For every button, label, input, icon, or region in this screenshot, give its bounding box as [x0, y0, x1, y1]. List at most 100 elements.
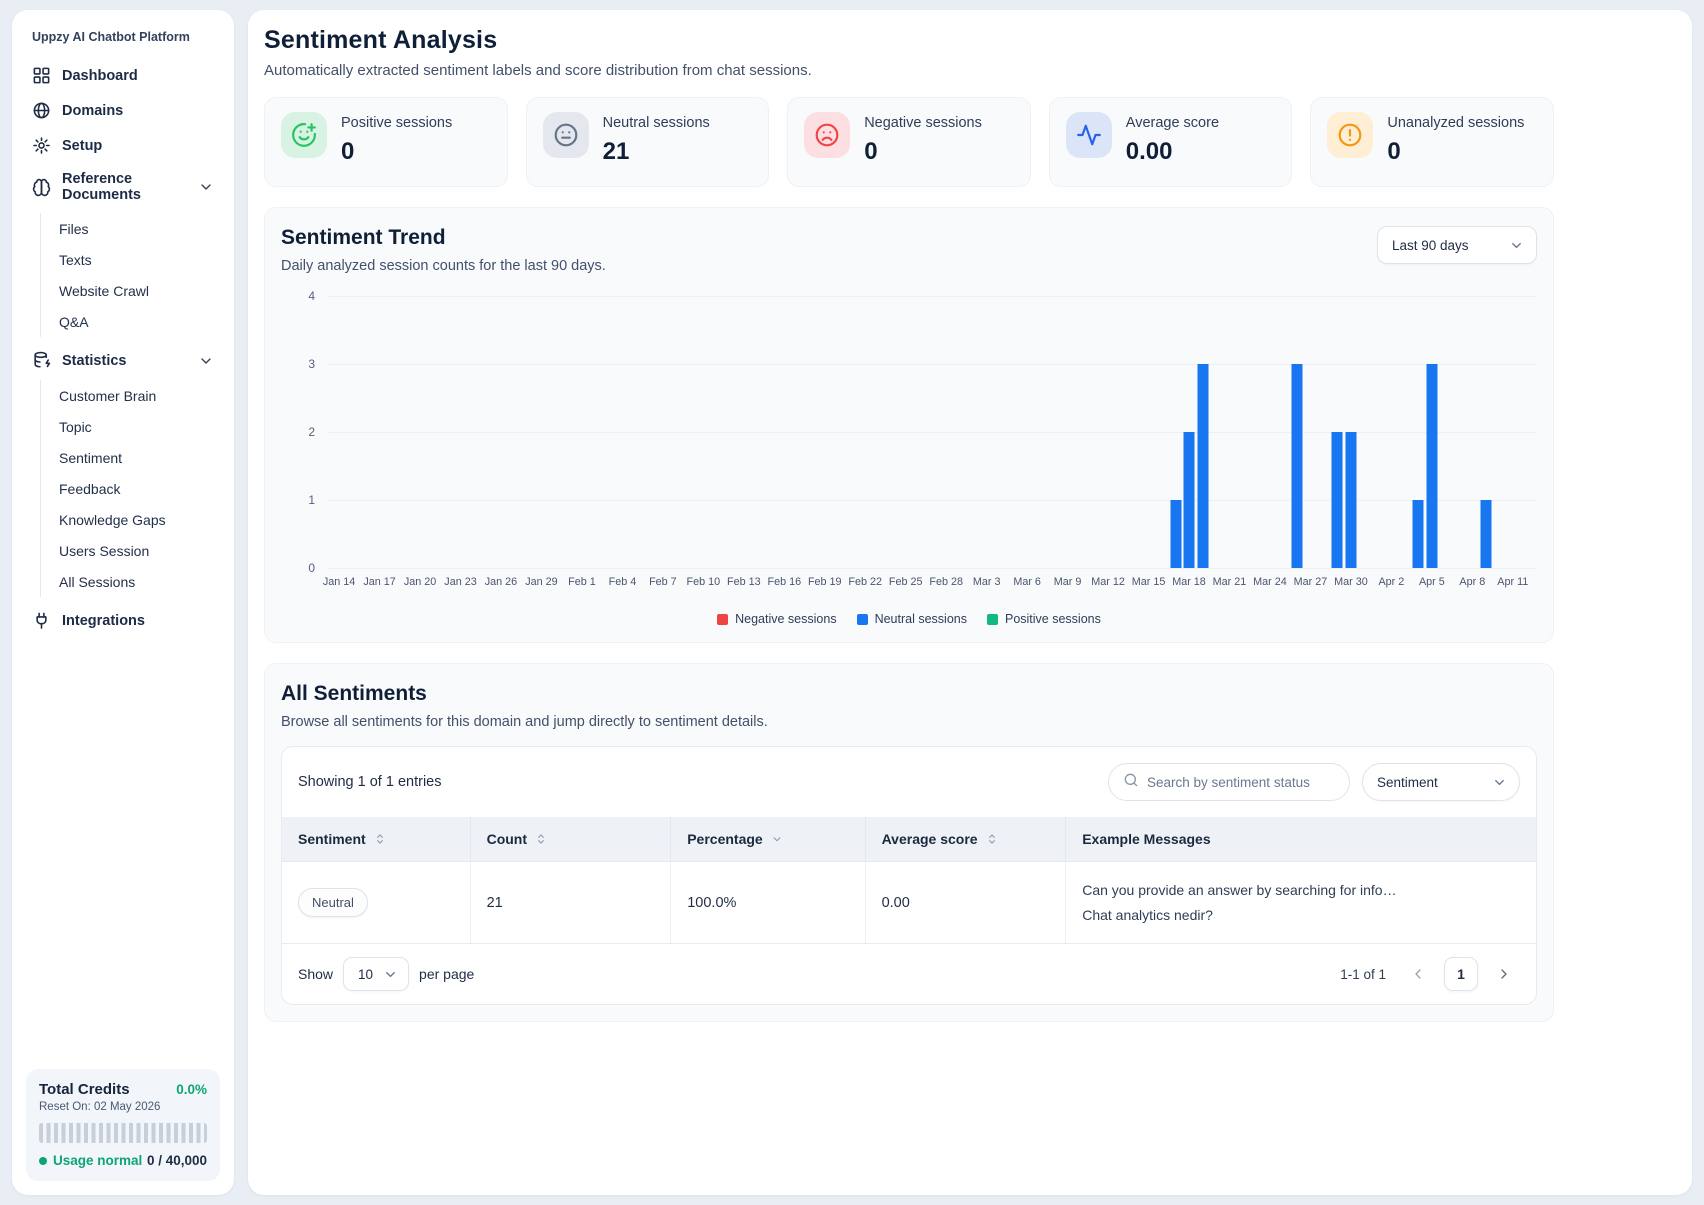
status-dot-icon [39, 1156, 47, 1165]
all-sentiments-title: All Sentiments [281, 682, 427, 705]
chart-bar-neutral-sessions-apr-9[interactable] [1480, 500, 1492, 568]
column-header-average-score[interactable]: Average score [864, 817, 1066, 862]
stat-card-positive-sessions: Positive sessions 0 [264, 97, 508, 187]
per-page-select[interactable]: 10 [343, 957, 410, 991]
x-axis-tick: Mar 9 [1053, 576, 1082, 588]
trend-subtitle: Daily analyzed session counts for the la… [281, 258, 606, 274]
chart-bar-neutral-sessions-mar-26[interactable] [1291, 364, 1303, 568]
page-title: Sentiment Analysis [264, 26, 498, 54]
sidebar-subnav-statistics: Customer Brain Topic Sentiment Feedback Know… [40, 380, 220, 597]
legend-item-positive-sessions: Positive sessions [986, 612, 1101, 626]
page-subtitle: Automatically extracted sentiment labels… [264, 62, 812, 79]
chart-bar-neutral-sessions-apr-5[interactable] [1426, 364, 1438, 568]
show-label: Show [298, 966, 334, 982]
sidebar-item-knowledge-gaps[interactable]: Knowledge Gaps [59, 511, 166, 528]
credits-title: Total Credits [39, 1081, 130, 1098]
legend-swatch-icon [856, 613, 868, 625]
sidebar: Uppzy AI Chatbot Platform Dashboard Domai… [12, 10, 234, 1195]
sidebar-item-all-sessions[interactable]: All Sessions [59, 573, 136, 590]
legend-label: Neutral sessions [874, 612, 967, 626]
sidebar-item-website-crawl[interactable]: Website Crawl [59, 282, 149, 299]
stat-card-label: Negative sessions [864, 115, 982, 131]
sidebar-subnav-reference-documents: Files Texts Website Crawl Q&A [40, 213, 220, 337]
column-header-sentiment[interactable]: Sentiment [282, 817, 471, 862]
plug-icon [32, 611, 51, 630]
per-page-value: 10 [358, 966, 374, 982]
sidebar-item-setup[interactable]: Setup [26, 128, 220, 163]
sidebar-item-texts[interactable]: Texts [59, 251, 92, 268]
sidebar-item-users-session[interactable]: Users Session [59, 542, 150, 559]
meh-face-icon [542, 112, 589, 158]
previous-page-button[interactable] [1402, 958, 1434, 990]
sentiment-filter-select[interactable]: Sentiment [1362, 763, 1520, 801]
column-header-label: Percentage [687, 831, 763, 847]
credits-progress-bar [39, 1123, 207, 1143]
sidebar-item-label: Domains [62, 102, 124, 119]
x-axis-tick: Feb 25 [888, 576, 923, 588]
x-axis-tick: Jan 29 [525, 576, 558, 588]
table-row-neutral[interactable]: Neutral 21 100.0% 0.00 Can you provide an an… [282, 861, 1536, 943]
sidebar-item-topic[interactable]: Topic [59, 418, 92, 435]
sentiment-trend-chart: 0 1 2 3 4 [281, 289, 1537, 575]
sidebar-item-sentiment[interactable]: Sentiment [59, 449, 123, 466]
credits-status: Usage normal [39, 1153, 142, 1168]
column-header-label: Sentiment [298, 831, 366, 847]
x-axis-tick: Mar 6 [1013, 576, 1041, 588]
gridline [327, 568, 1537, 569]
sentiments-table-card: Showing 1 of 1 entries Sentiment [281, 746, 1537, 1005]
next-page-button[interactable] [1488, 958, 1520, 990]
date-range-value: Last 90 days [1392, 237, 1469, 253]
sentiment-search-box[interactable] [1108, 763, 1350, 801]
sidebar-item-domains[interactable]: Domains [26, 93, 220, 128]
chart-bar-neutral-sessions-mar-17[interactable] [1170, 500, 1182, 568]
stat-card-unanalyzed-sessions: Unanalyzed sessions 0 [1310, 97, 1554, 187]
x-axis-tick: Mar 27 [1293, 576, 1328, 588]
column-header-percentage[interactable]: Percentage [670, 817, 866, 862]
column-header-label: Count [486, 831, 528, 847]
date-range-select[interactable]: Last 90 days [1377, 226, 1537, 264]
sort-both-icon [534, 832, 548, 846]
stat-card-label: Neutral sessions [602, 115, 710, 131]
chevron-down-icon [198, 353, 214, 369]
stat-card-label: Positive sessions [341, 115, 453, 131]
example-message: Chat analytics nedir? [1082, 907, 1213, 923]
sidebar-item-q-a[interactable]: Q&A [59, 313, 89, 330]
sidebar-item-integrations[interactable]: Integrations [26, 603, 220, 638]
x-axis-tick: Mar 3 [972, 576, 1001, 588]
entries-count-text: Showing 1 of 1 entries [298, 774, 442, 790]
pagination-range: 1-1 of 1 [1340, 966, 1386, 982]
chart-bar-neutral-sessions-mar-19[interactable] [1197, 364, 1208, 568]
sidebar-item-dashboard[interactable]: Dashboard [26, 58, 220, 93]
gear-icon [32, 136, 51, 155]
gridline [327, 432, 1537, 433]
sidebar-item-files[interactable]: Files [59, 220, 89, 237]
sentiment-search-input[interactable] [1147, 774, 1335, 790]
sort-down-icon [770, 832, 784, 846]
chart-bar-neutral-sessions-mar-29[interactable] [1331, 432, 1343, 568]
alert-circle-icon [1327, 112, 1374, 158]
x-axis-tick: Jan 17 [363, 576, 396, 588]
x-axis-tick: Jan 20 [403, 576, 437, 588]
sidebar-item-reference-documents[interactable]: Reference Documents [26, 163, 220, 211]
legend-item-negative-sessions: Negative sessions [717, 612, 837, 626]
chart-bar-neutral-sessions-mar-18[interactable] [1183, 432, 1195, 568]
sidebar-item-statistics[interactable]: Statistics [26, 343, 220, 378]
page-number-button[interactable]: 1 [1444, 957, 1478, 991]
y-axis-tick: 1 [308, 493, 315, 507]
chevron-down-icon [383, 967, 398, 982]
x-axis-tick: Feb 4 [608, 576, 637, 588]
x-axis-tick: Apr 5 [1418, 576, 1445, 588]
sort-both-icon [373, 832, 387, 846]
chart-bar-neutral-sessions-mar-30[interactable] [1345, 432, 1357, 568]
content-area: Sentiment Analysis Automatically extract… [264, 26, 1554, 1022]
column-header-count[interactable]: Count [469, 817, 671, 862]
sidebar-item-customer-brain[interactable]: Customer Brain [59, 387, 157, 404]
sentiment-trend-card: Sentiment Trend Daily analyzed session c… [264, 207, 1554, 643]
sidebar-item-feedback[interactable]: Feedback [59, 480, 121, 497]
x-axis-tick: Mar 15 [1131, 576, 1166, 588]
chart-bar-neutral-sessions-apr-4[interactable] [1412, 500, 1424, 568]
stat-card-label: Average score [1125, 115, 1220, 131]
x-axis-tick: Feb 7 [649, 576, 677, 588]
app-title: Uppzy AI Chatbot Platform [32, 30, 190, 44]
sentiment-badge: Neutral [298, 888, 368, 917]
